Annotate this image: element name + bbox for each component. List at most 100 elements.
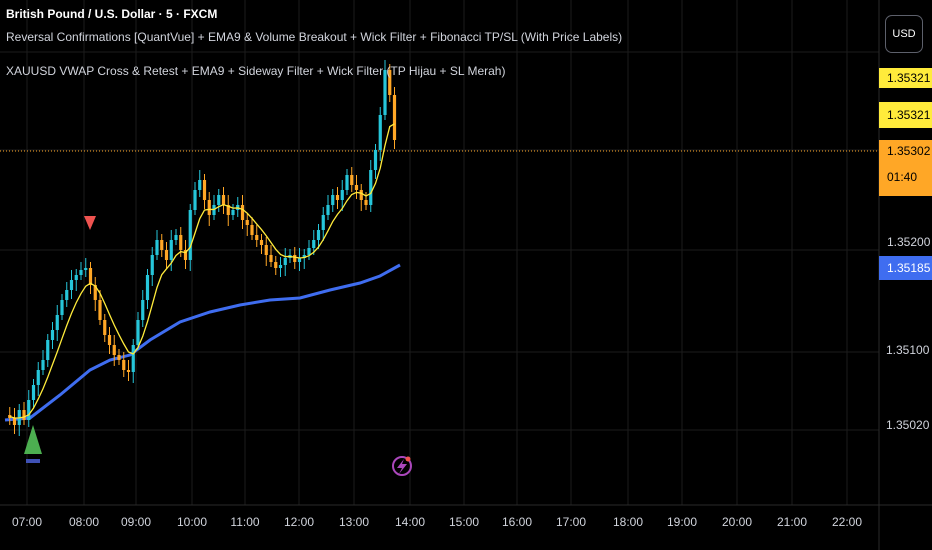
candle [74, 275, 78, 280]
candle [65, 290, 69, 300]
time-tick: 12:00 [283, 515, 315, 529]
candle [79, 270, 83, 275]
candle [354, 185, 359, 190]
candle [264, 245, 268, 255]
time-tick: 19:00 [666, 515, 698, 529]
time-tick: 11:00 [230, 515, 260, 529]
buy-label [26, 459, 40, 463]
candle [84, 268, 88, 270]
candle [55, 315, 59, 330]
candle [103, 320, 107, 335]
candle [316, 230, 321, 240]
candle [378, 115, 382, 150]
price-tick-1: 1.35100 [886, 343, 930, 357]
candle [373, 150, 378, 170]
candle [231, 210, 235, 215]
sell-signal-icon [84, 216, 96, 230]
candle [297, 258, 302, 262]
price-tick-2: 1.35020 [886, 418, 930, 432]
symbol-title[interactable]: British Pound / U.S. Dollar · 5 · FXCM [6, 7, 218, 21]
candle [364, 200, 368, 205]
candle [88, 268, 93, 285]
candle [174, 235, 178, 240]
indicator-2-label[interactable]: XAUUSD VWAP Cross & Retest + EMA9 + Side… [6, 64, 506, 78]
candle [193, 190, 197, 210]
candle [136, 320, 140, 345]
candle [27, 400, 31, 420]
candle [226, 205, 230, 215]
candle [36, 370, 40, 385]
candle [217, 195, 221, 205]
indicator-1-label[interactable]: Reversal Confirmations [QuantVue] + EMA9… [6, 30, 623, 44]
time-tick: 18:00 [612, 515, 644, 529]
partial-price-tick: 1.35200 [887, 236, 931, 248]
candle [274, 262, 278, 268]
candle [179, 235, 183, 250]
candle [259, 240, 264, 245]
last-price-label: 1.35302 [879, 140, 932, 162]
chart-legend: British Pound / U.S. Dollar · 5 · FXCM R… [6, 6, 622, 98]
candle [198, 180, 202, 190]
candle [50, 330, 55, 340]
candle [250, 225, 254, 235]
candle [31, 385, 36, 400]
candle [207, 200, 211, 215]
candle [345, 175, 349, 190]
time-tick: 16:00 [501, 515, 533, 529]
candle [269, 255, 273, 262]
candle [164, 250, 169, 260]
candle [369, 170, 373, 205]
moving-average-line [4, 263, 401, 422]
time-tick: 08:00 [68, 515, 100, 529]
tp-price-label-2: 1.35321 [879, 102, 932, 128]
candle [202, 180, 207, 200]
candle [255, 235, 259, 240]
candle [383, 70, 387, 115]
candle [278, 265, 283, 268]
candle [326, 205, 330, 215]
candle [183, 250, 188, 260]
time-tick: 09:00 [120, 515, 152, 529]
time-tick: 21:00 [776, 515, 808, 529]
countdown-label: 01:40 [879, 162, 932, 196]
candle [169, 240, 173, 260]
time-tick: 22:00 [831, 515, 863, 529]
candle [107, 335, 112, 345]
ma-price-label: 1.35185 [879, 256, 932, 280]
candle [335, 195, 340, 200]
candle [160, 240, 164, 250]
candle [131, 345, 135, 372]
candle [221, 195, 226, 205]
time-tick: 17:00 [555, 515, 587, 529]
candle [312, 240, 316, 248]
time-tick: 20:00 [721, 515, 753, 529]
candle [283, 258, 287, 265]
candle [321, 215, 325, 230]
notification-dot [405, 456, 411, 462]
tp-price-label: 1.35321 [879, 68, 932, 88]
candle [46, 340, 50, 360]
candle [293, 255, 297, 262]
candle [240, 205, 245, 220]
candle [359, 190, 363, 200]
candle [112, 345, 116, 355]
buy-signal-icon [24, 425, 42, 454]
candle [188, 210, 192, 260]
currency-button[interactable]: USD [885, 15, 923, 53]
candle [307, 248, 311, 255]
lightning-bolt [397, 459, 407, 474]
candle [340, 190, 344, 200]
candle [12, 418, 17, 425]
candle [392, 95, 397, 140]
candle [93, 285, 97, 300]
candle [117, 355, 121, 360]
candle [150, 255, 154, 275]
candle [302, 255, 306, 258]
candle [145, 275, 150, 300]
candle [388, 70, 392, 95]
lightning-icon [392, 456, 412, 476]
time-tick: 14:00 [394, 515, 426, 529]
candle [141, 300, 145, 320]
time-tick: 10:00 [176, 515, 208, 529]
